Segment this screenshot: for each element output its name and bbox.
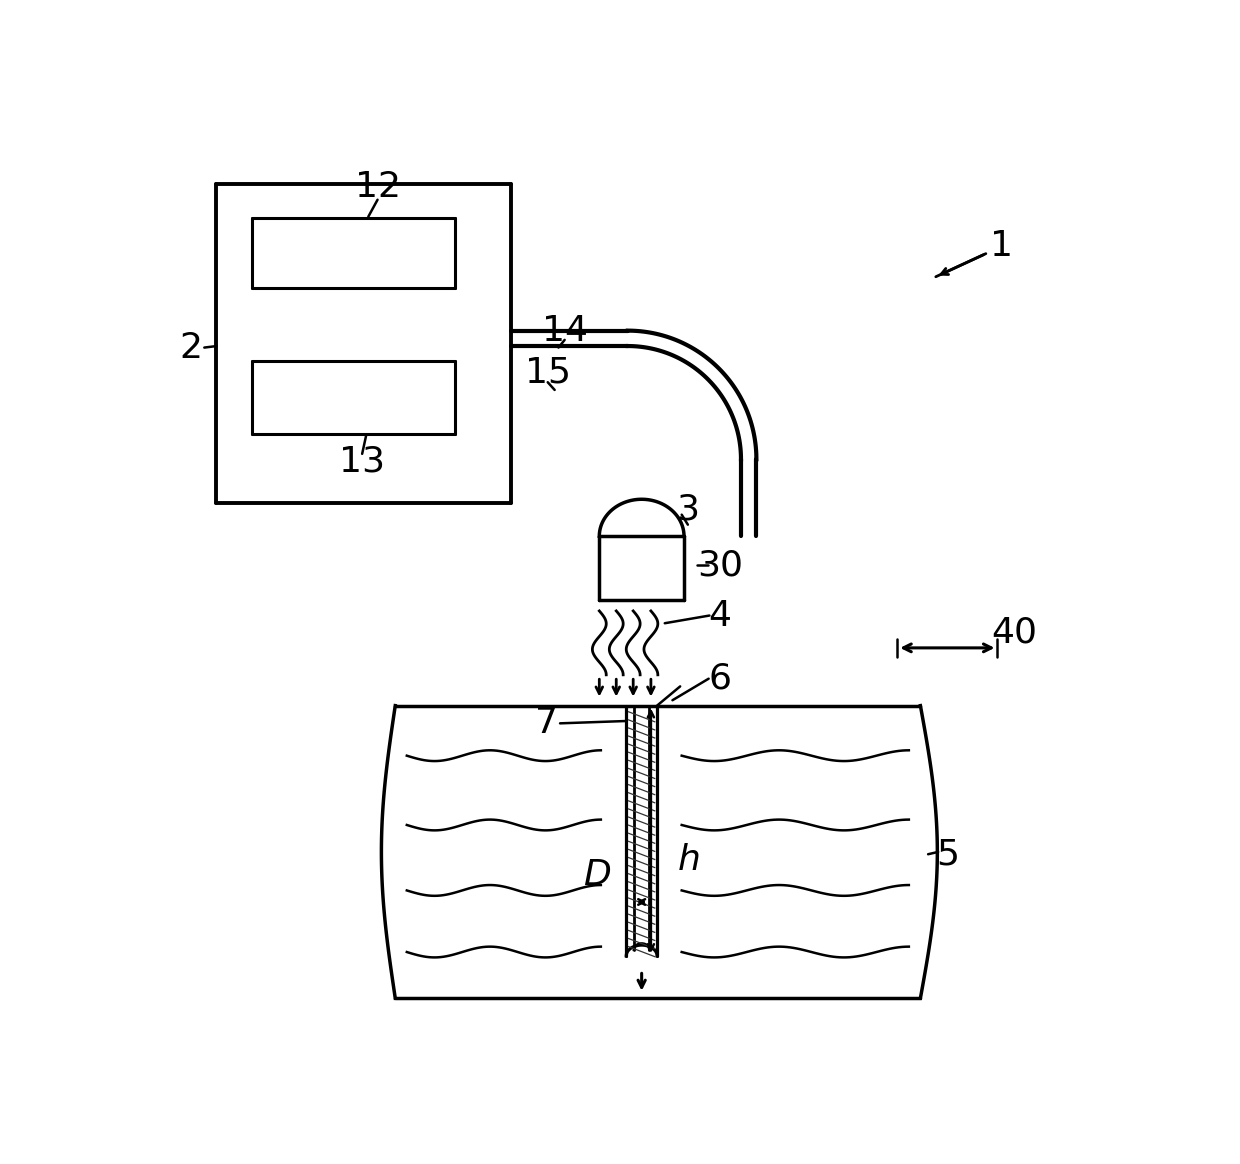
Text: 1: 1 <box>990 229 1013 263</box>
Text: h: h <box>678 843 701 876</box>
Text: 5: 5 <box>936 837 959 871</box>
Text: 14: 14 <box>542 313 588 348</box>
Text: 6: 6 <box>709 661 732 696</box>
Text: 7: 7 <box>536 707 558 740</box>
Text: 3: 3 <box>676 492 699 526</box>
Text: 12: 12 <box>355 170 401 205</box>
Text: D: D <box>583 858 611 892</box>
Text: 2: 2 <box>179 331 202 364</box>
Text: 30: 30 <box>697 548 743 582</box>
Text: 40: 40 <box>991 616 1038 650</box>
Text: 13: 13 <box>340 445 386 478</box>
Text: 4: 4 <box>709 598 732 632</box>
Text: 15: 15 <box>525 355 570 389</box>
